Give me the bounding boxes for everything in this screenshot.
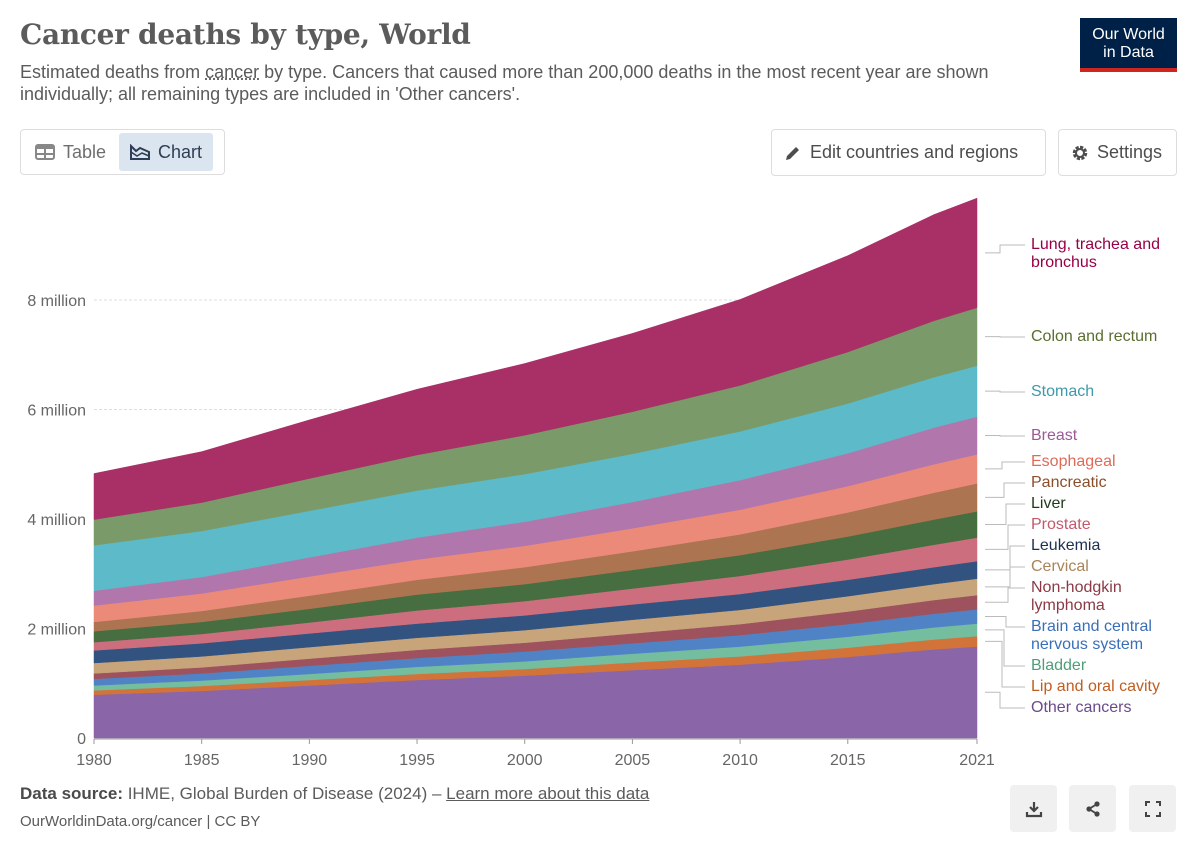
legend-connector: [985, 482, 1025, 498]
legend-label-lip-and-oral-cavity[interactable]: Lip and oral cavity: [1031, 678, 1160, 695]
area-lung-trachea-and-bronchus[interactable]: [93, 197, 978, 520]
settings-button[interactable]: Settings: [1058, 129, 1177, 176]
legend-label-colon-and-rectum[interactable]: Colon and rectum: [1031, 328, 1158, 345]
legend-connector: [985, 461, 1025, 470]
tab-chart[interactable]: Chart: [119, 133, 214, 171]
source-label: Data source:: [20, 784, 123, 803]
table-icon: [35, 144, 55, 160]
cancer-link[interactable]: cancer: [205, 62, 260, 82]
legend-connector: [985, 615, 1025, 628]
fullscreen-icon: [1144, 800, 1161, 817]
legend-label-breast[interactable]: Breast: [1031, 427, 1078, 444]
fullscreen-button[interactable]: [1129, 785, 1176, 832]
legend-label-esophageal[interactable]: Esophageal: [1031, 453, 1116, 470]
y-tick-label: 2 million: [27, 622, 86, 639]
share-button[interactable]: [1069, 785, 1116, 832]
chart-title: Cancer deaths by type, World: [20, 18, 471, 51]
share-icon: [1085, 800, 1100, 817]
legend-connector: [985, 629, 1025, 667]
pencil-icon: [786, 146, 799, 160]
gear-icon: [1072, 145, 1088, 160]
chart-subtitle: Estimated deaths from cancer by type. Ca…: [20, 61, 1020, 105]
legend-label-non-hodgkin-lymphoma[interactable]: Non-hodgkin lymphoma: [1031, 579, 1122, 614]
y-tick-label: 4 million: [27, 512, 86, 529]
download-icon: [1025, 801, 1042, 817]
legend-connector: [985, 691, 1025, 709]
legend-label-other-cancers[interactable]: Other cancers: [1031, 699, 1132, 716]
legend-label-cervical[interactable]: Cervical: [1031, 558, 1089, 575]
tab-chart-label: Chart: [158, 141, 203, 162]
source-url: OurWorldinData.org/cancer | CC BY: [20, 813, 261, 830]
legend-label-liver[interactable]: Liver: [1031, 495, 1066, 512]
x-tick-label: 2010: [722, 752, 758, 769]
download-button[interactable]: [1010, 785, 1057, 832]
data-source: Data source: IHME, Global Burden of Dise…: [20, 784, 649, 804]
legend-connector: [985, 503, 1025, 525]
legend-label-bladder[interactable]: Bladder: [1031, 657, 1087, 674]
legend-connector: [985, 545, 1025, 571]
x-tick-label: 1995: [399, 752, 435, 769]
view-tabs: Table Chart: [20, 129, 225, 175]
legend-label-prostate[interactable]: Prostate: [1031, 516, 1091, 533]
subtitle-text: Estimated deaths from: [20, 62, 206, 82]
tab-table-label: Table: [63, 141, 107, 162]
source-text: IHME, Global Burden of Disease (2024) –: [122, 784, 447, 803]
x-tick-label: 1990: [292, 752, 328, 769]
x-tick-label: 1980: [76, 752, 112, 769]
area-chart-icon: [130, 144, 151, 160]
tab-table[interactable]: Table: [24, 133, 117, 171]
legend-label-leukemia[interactable]: Leukemia: [1031, 537, 1101, 554]
x-tick-label: 2015: [830, 752, 866, 769]
owid-logo[interactable]: Our World in Data: [1080, 18, 1177, 72]
logo-line1: Our World: [1092, 26, 1165, 43]
edit-countries-label: Edit countries and regions: [810, 142, 1019, 162]
legend-label-lung-trachea-and-bronchus[interactable]: Lung, trachea and bronchus: [1031, 236, 1160, 271]
legend-connector: [985, 587, 1025, 603]
legend-label-pancreatic[interactable]: Pancreatic: [1031, 474, 1107, 491]
x-tick-label: 2021: [959, 752, 995, 769]
legend-connector: [985, 640, 1025, 688]
legend-connector: [985, 524, 1025, 550]
learn-more-link[interactable]: Learn more about this data: [446, 784, 650, 803]
logo-line2: in Data: [1103, 44, 1154, 61]
subtitle-text-rest: by type. Cancers that caused more than 2…: [20, 62, 989, 104]
legend-label-brain-and-central-nervous-system[interactable]: Brain and central nervous system: [1031, 618, 1152, 653]
legend-connector: [985, 390, 1025, 393]
y-tick-label: 0: [77, 731, 86, 748]
settings-label: Settings: [1097, 142, 1163, 162]
x-tick-label: 2000: [507, 752, 543, 769]
edit-countries-button[interactable]: Edit countries and regions: [771, 129, 1046, 176]
legend-label-stomach[interactable]: Stomach: [1031, 383, 1095, 400]
legend-connector: [985, 244, 1025, 254]
y-tick-label: 6 million: [27, 403, 86, 420]
x-tick-label: 1985: [184, 752, 220, 769]
x-tick-label: 2005: [615, 752, 651, 769]
legend-connector: [985, 566, 1025, 588]
y-tick-label: 8 million: [27, 293, 86, 310]
